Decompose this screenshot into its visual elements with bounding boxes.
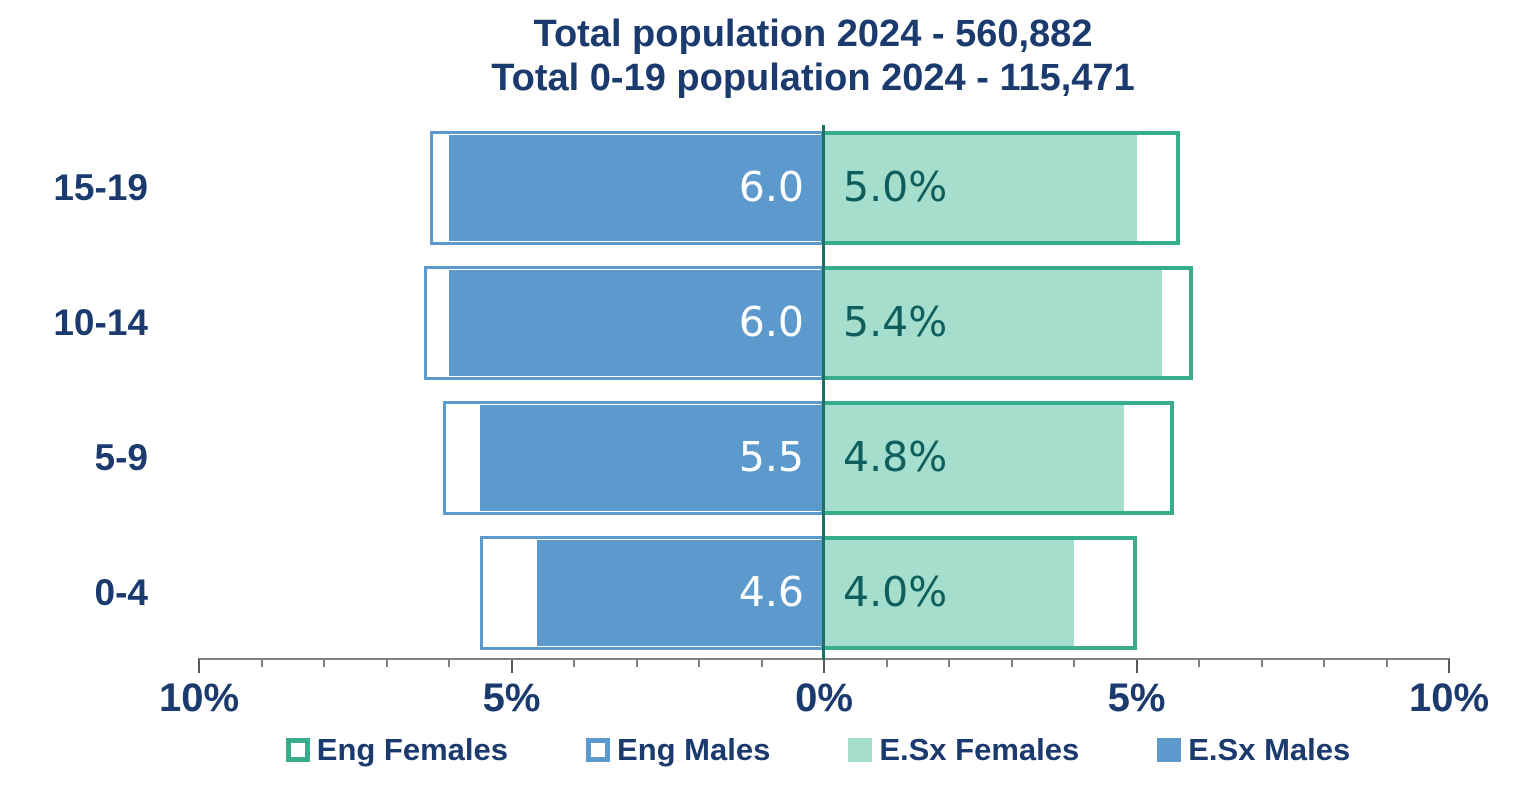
bar-esx-females-10-14 <box>824 270 1162 376</box>
x-axis-tick-label-2: 0% <box>795 676 853 720</box>
legend-label-eng-males: Eng Males <box>617 732 771 767</box>
x-axis-minor-tick <box>698 658 700 667</box>
bar-esx-males-10-14 <box>449 270 824 376</box>
legend-marker-e-sx-females-icon <box>848 738 873 762</box>
x-axis-tick-label-1: 5% <box>482 676 541 720</box>
x-axis-minor-tick <box>260 658 263 667</box>
x-axis-minor-tick <box>885 658 888 667</box>
chart-title: Total population 2024 - 560,882 Total 0-… <box>90 12 1536 100</box>
chart-legend: Eng Females Eng Males E.Sx Females E.Sx Mal… <box>100 732 1536 768</box>
x-axis-minor-tick <box>573 658 575 667</box>
x-axis-minor-tick <box>760 658 763 667</box>
bar-esx-males-5-9 <box>480 405 824 511</box>
bar-esx-females-15-19 <box>824 135 1137 241</box>
chart-title-line-1: Total population 2024 - 560,882 <box>533 13 1093 55</box>
legend-label-eng-females: Eng Females <box>316 732 509 767</box>
legend-item-e-sx-males: E.Sx Males <box>1157 732 1350 768</box>
x-axis-minor-tick <box>1260 658 1263 667</box>
value-label-females-5-9: 4.8% <box>843 433 948 482</box>
bar-esx-females-0-4 <box>824 540 1074 646</box>
x-axis-major-tick <box>198 658 200 673</box>
x-axis-minor-tick <box>635 658 638 667</box>
x-axis-minor-tick <box>385 658 388 667</box>
x-axis-minor-tick <box>1198 658 1200 667</box>
category-label-10-14: 10-14 <box>53 302 148 343</box>
zero-axis-line <box>822 125 825 660</box>
x-axis-minor-tick <box>1323 658 1325 667</box>
chart-title-line-2: Total 0-19 population 2024 - 115,471 <box>491 57 1135 99</box>
legend-label-e-sx-males: E.Sx Males <box>1188 732 1351 767</box>
category-label-15-19: 15-19 <box>53 167 148 208</box>
value-label-males-10-14: 6.0 <box>738 298 804 347</box>
value-label-females-10-14: 5.4% <box>843 298 948 347</box>
legend-marker-e-sx-males-icon <box>1157 738 1182 762</box>
value-label-females-0-4: 4.0% <box>843 568 948 617</box>
x-axis-major-tick <box>1135 658 1138 673</box>
x-axis-minor-tick <box>1385 658 1388 667</box>
value-label-males-0-4: 4.6 <box>738 568 804 617</box>
legend-item-e-sx-females: E.Sx Females <box>848 732 1079 768</box>
x-axis-major-tick <box>1448 658 1450 673</box>
x-axis-major-tick <box>510 658 513 673</box>
value-label-males-5-9: 5.5 <box>738 433 804 482</box>
legend-item-eng-females: Eng Females <box>285 732 509 768</box>
bar-esx-females-5-9 <box>824 405 1124 511</box>
x-axis-minor-tick <box>948 658 950 667</box>
x-axis-minor-tick <box>323 658 325 667</box>
x-axis-minor-tick <box>1073 658 1075 667</box>
x-axis-tick-label-4: 10% <box>1408 676 1490 720</box>
x-axis-tick-label-0: 10% <box>158 676 240 720</box>
legend-item-eng-males: Eng Males <box>586 732 770 768</box>
x-axis-minor-tick <box>1010 658 1013 667</box>
legend-marker-eng-males-icon <box>586 738 611 762</box>
legend-label-e-sx-females: E.Sx Females <box>879 732 1080 767</box>
category-label-5-9: 5-9 <box>94 437 148 478</box>
x-axis-major-tick <box>823 658 825 673</box>
bar-esx-males-0-4 <box>536 540 824 646</box>
category-label-0-4: 0-4 <box>94 572 148 613</box>
bar-esx-males-15-19 <box>449 135 824 241</box>
legend-marker-eng-females-icon <box>285 738 310 762</box>
x-axis-minor-tick <box>448 658 450 667</box>
x-axis-tick-label-3: 5% <box>1107 676 1166 720</box>
value-label-females-15-19: 5.0% <box>843 163 948 212</box>
value-label-males-15-19: 6.0 <box>738 163 804 212</box>
